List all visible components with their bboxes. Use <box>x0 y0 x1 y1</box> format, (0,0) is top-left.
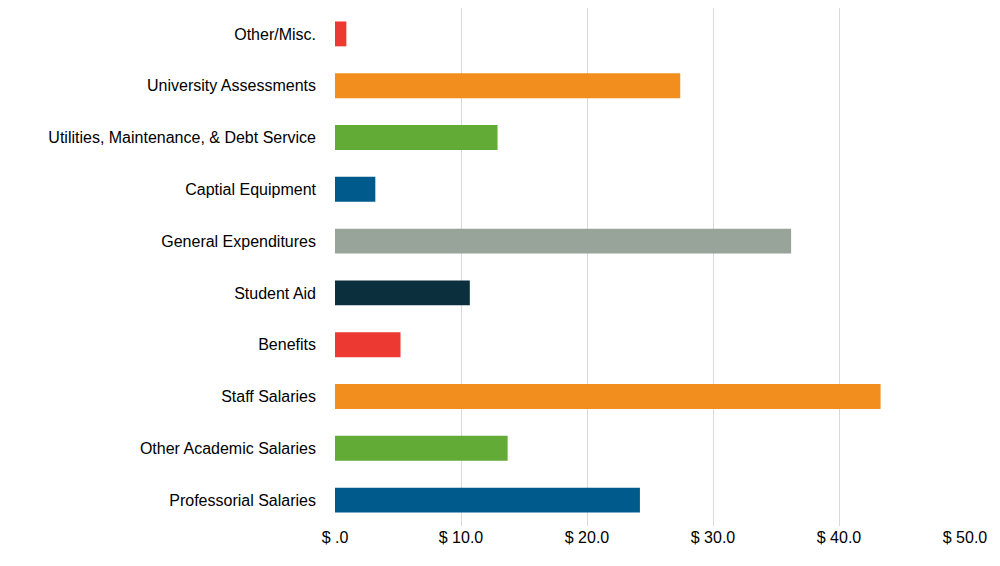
svg-text:$ 40.0: $ 40.0 <box>817 529 862 546</box>
svg-text:$ .0: $ .0 <box>322 529 349 546</box>
svg-text:University Assessments: University Assessments <box>147 77 316 94</box>
svg-text:Benefits: Benefits <box>258 336 316 353</box>
svg-text:$ 20.0: $ 20.0 <box>565 529 610 546</box>
svg-text:Other/Misc.: Other/Misc. <box>234 26 316 43</box>
svg-text:Utilities, Maintenance, & Debt: Utilities, Maintenance, & Debt Service <box>48 129 316 146</box>
svg-text:$ 30.0: $ 30.0 <box>691 529 736 546</box>
svg-text:General Expenditures: General Expenditures <box>161 233 316 250</box>
svg-text:Professorial Salaries: Professorial Salaries <box>169 492 316 509</box>
svg-text:$ 10.0: $ 10.0 <box>439 529 484 546</box>
svg-text:Other Academic Salaries: Other Academic Salaries <box>140 440 316 457</box>
svg-text:Staff Salaries: Staff Salaries <box>221 388 316 405</box>
svg-text:$ 50.0: $ 50.0 <box>943 529 988 546</box>
svg-text:Student Aid: Student Aid <box>234 285 316 302</box>
svg-text:Captial Equipment: Captial Equipment <box>185 181 316 198</box>
